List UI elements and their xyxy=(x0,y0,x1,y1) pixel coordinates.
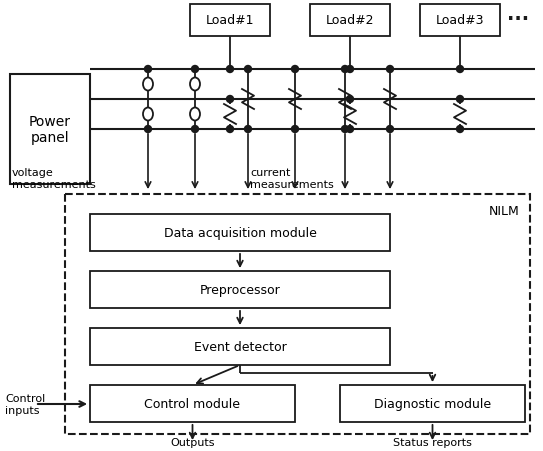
Text: Event detector: Event detector xyxy=(194,340,286,353)
Circle shape xyxy=(192,126,199,133)
Circle shape xyxy=(342,126,349,133)
Text: Outputs: Outputs xyxy=(171,437,215,447)
Circle shape xyxy=(346,126,353,133)
Ellipse shape xyxy=(190,108,200,121)
Circle shape xyxy=(342,66,349,74)
Circle shape xyxy=(144,126,151,133)
Circle shape xyxy=(387,126,394,133)
Text: Load#1: Load#1 xyxy=(206,14,254,28)
Circle shape xyxy=(346,66,353,74)
Circle shape xyxy=(346,96,353,103)
Bar xyxy=(10,75,90,184)
Text: Preprocessor: Preprocessor xyxy=(200,283,280,296)
Text: Diagnostic module: Diagnostic module xyxy=(374,397,491,410)
Circle shape xyxy=(244,66,251,74)
Circle shape xyxy=(292,66,299,74)
Circle shape xyxy=(192,66,199,74)
Text: Load#2: Load#2 xyxy=(326,14,374,28)
Text: Control
inputs: Control inputs xyxy=(5,393,45,415)
Bar xyxy=(190,5,270,37)
Circle shape xyxy=(457,126,464,133)
Bar xyxy=(90,215,390,252)
Circle shape xyxy=(144,66,151,74)
Circle shape xyxy=(226,96,233,103)
Bar xyxy=(90,385,295,422)
Text: NILM: NILM xyxy=(489,205,520,217)
Text: ···: ··· xyxy=(507,10,529,29)
Bar xyxy=(90,272,390,308)
Bar xyxy=(420,5,500,37)
Bar xyxy=(310,5,390,37)
Text: current
measurements: current measurements xyxy=(250,168,334,189)
Ellipse shape xyxy=(190,78,200,91)
Circle shape xyxy=(457,96,464,103)
Circle shape xyxy=(292,126,299,133)
Bar xyxy=(340,385,525,422)
Ellipse shape xyxy=(143,108,153,121)
Text: Status reports: Status reports xyxy=(393,437,471,447)
Bar xyxy=(65,194,530,434)
Text: Control module: Control module xyxy=(144,397,241,410)
Bar xyxy=(90,328,390,365)
Circle shape xyxy=(457,66,464,74)
Ellipse shape xyxy=(143,78,153,91)
Text: Data acquisition module: Data acquisition module xyxy=(163,226,317,239)
Text: Power
panel: Power panel xyxy=(29,115,71,145)
Circle shape xyxy=(226,66,233,74)
Text: voltage
measurements: voltage measurements xyxy=(12,168,96,189)
Circle shape xyxy=(244,126,251,133)
Text: Load#3: Load#3 xyxy=(435,14,484,28)
Circle shape xyxy=(387,66,394,74)
Circle shape xyxy=(226,126,233,133)
